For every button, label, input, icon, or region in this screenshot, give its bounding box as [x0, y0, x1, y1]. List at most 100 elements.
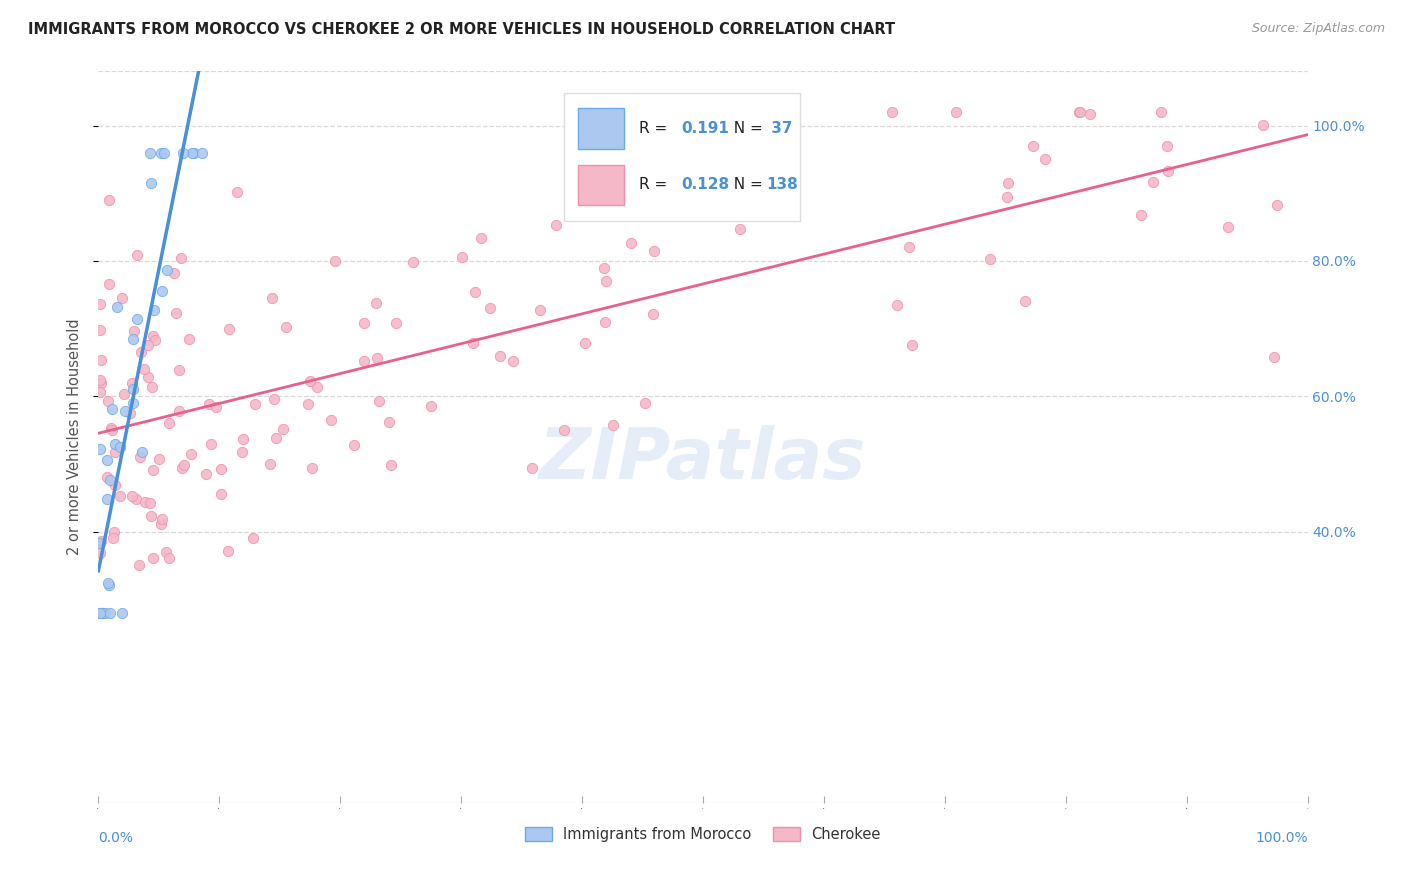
Point — [94, 606, 117, 620]
Point — [502, 354, 524, 368]
Point — [96, 453, 118, 467]
Point — [198, 397, 221, 411]
Point — [121, 376, 143, 390]
Point — [385, 316, 408, 330]
Text: 100.0%: 100.0% — [1256, 830, 1308, 845]
Text: Source: ZipAtlas.com: Source: ZipAtlas.com — [1251, 22, 1385, 36]
Point — [128, 450, 150, 465]
Text: N =: N = — [724, 121, 768, 136]
Point — [150, 517, 173, 532]
Point — [595, 274, 617, 288]
Point — [461, 336, 484, 351]
Point — [242, 531, 264, 545]
Point — [157, 416, 180, 430]
Point — [209, 462, 232, 476]
Point — [139, 145, 162, 160]
Point — [143, 333, 166, 347]
Y-axis label: 2 or more Vehicles in Household: 2 or more Vehicles in Household — [67, 318, 83, 556]
Point — [464, 285, 486, 299]
Point — [479, 301, 502, 315]
Point — [111, 291, 134, 305]
Point — [150, 145, 173, 160]
Point — [89, 385, 111, 400]
Point — [1156, 163, 1178, 178]
Point — [321, 413, 343, 427]
Point — [110, 440, 132, 454]
Point — [343, 438, 366, 452]
Text: IMMIGRANTS FROM MOROCCO VS CHEROKEE 2 OR MORE VEHICLES IN HOUSEHOLD CORRELATION : IMMIGRANTS FROM MOROCCO VS CHEROKEE 2 OR… — [28, 22, 896, 37]
Point — [139, 176, 162, 190]
Point — [90, 606, 112, 620]
Point — [378, 415, 401, 429]
Point — [114, 404, 136, 418]
Point — [190, 145, 212, 160]
Point — [96, 491, 118, 506]
Point — [602, 417, 624, 432]
Point — [226, 185, 249, 199]
Point — [97, 393, 120, 408]
Point — [121, 489, 143, 503]
Point — [368, 393, 391, 408]
Point — [122, 396, 145, 410]
Point — [111, 606, 134, 620]
Point — [620, 235, 643, 250]
Point — [217, 543, 239, 558]
Point — [1078, 107, 1101, 121]
Point — [100, 401, 122, 416]
Point — [89, 606, 111, 620]
Point — [271, 422, 294, 436]
Point — [124, 324, 146, 338]
Point — [93, 606, 115, 620]
Point — [593, 315, 616, 329]
Point — [157, 551, 180, 566]
Point — [136, 338, 159, 352]
Point — [707, 114, 730, 128]
Point — [90, 353, 112, 368]
Point — [169, 363, 191, 377]
Point — [121, 332, 143, 346]
Point — [200, 436, 222, 450]
Point — [141, 380, 163, 394]
Point — [155, 545, 177, 559]
Point — [264, 431, 287, 445]
Point — [420, 399, 443, 413]
Point — [1265, 198, 1288, 212]
Point — [1142, 175, 1164, 189]
Text: 0.0%: 0.0% — [98, 830, 134, 845]
Point — [274, 319, 297, 334]
Point — [183, 145, 205, 160]
Text: ZIPatlas: ZIPatlas — [540, 425, 866, 493]
Point — [634, 396, 657, 410]
Point — [205, 400, 228, 414]
Point — [1014, 294, 1036, 309]
Point — [110, 489, 132, 503]
Point — [574, 335, 596, 350]
Point — [181, 145, 204, 160]
Point — [546, 218, 568, 232]
Point — [263, 392, 285, 406]
Point — [134, 494, 156, 508]
Point — [553, 423, 575, 437]
Point — [120, 406, 142, 420]
Point — [1216, 220, 1239, 235]
Point — [89, 546, 111, 560]
Point — [105, 300, 128, 314]
Point — [139, 509, 162, 524]
Point — [148, 451, 170, 466]
Point — [297, 397, 319, 411]
Point — [142, 302, 165, 317]
Point — [136, 369, 159, 384]
Point — [128, 558, 150, 572]
Point — [380, 458, 402, 472]
Point — [139, 496, 162, 510]
Point — [90, 376, 112, 390]
Point — [124, 492, 146, 507]
Point — [489, 349, 512, 363]
Point — [170, 251, 193, 265]
Point — [451, 250, 474, 264]
Point — [880, 105, 903, 120]
Point — [91, 606, 114, 620]
Point — [98, 193, 121, 207]
Point — [995, 190, 1018, 204]
Point — [100, 420, 122, 434]
